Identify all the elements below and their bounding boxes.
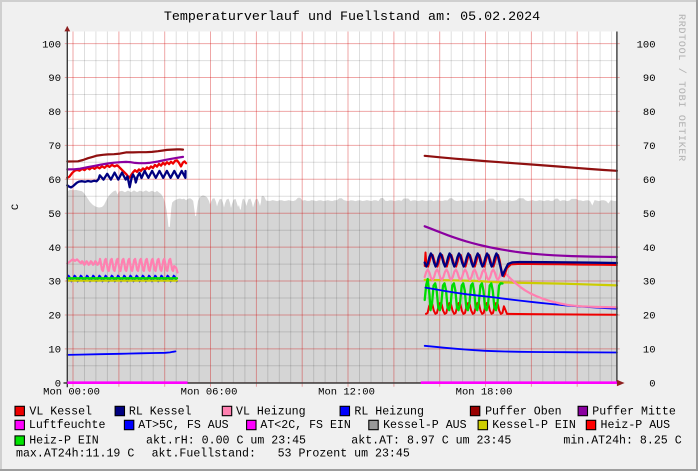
svg-text:Mon 18:00: Mon 18:00	[456, 387, 513, 399]
svg-text:Kessel-P EIN: Kessel-P EIN	[492, 419, 576, 432]
svg-text:90: 90	[643, 73, 656, 85]
svg-text:20: 20	[48, 311, 61, 323]
svg-text:Mon 06:00: Mon 06:00	[181, 387, 238, 399]
svg-text:50: 50	[48, 209, 61, 221]
svg-text:C: C	[10, 204, 22, 210]
svg-text:0: 0	[649, 379, 655, 391]
svg-text:VL Heizung: VL Heizung	[236, 405, 306, 418]
svg-text:0: 0	[55, 379, 61, 391]
svg-text:60: 60	[48, 175, 61, 187]
svg-text:40: 40	[48, 243, 61, 255]
svg-text:RRDTOOL / TOBI OETIKER: RRDTOOL / TOBI OETIKER	[675, 14, 687, 162]
svg-text:10: 10	[48, 345, 61, 357]
svg-text:40: 40	[643, 243, 656, 255]
svg-text:10: 10	[643, 345, 656, 357]
svg-text:AT<2C, FS EIN: AT<2C, FS EIN	[260, 419, 350, 432]
svg-text:Kessel-P AUS: Kessel-P AUS	[383, 419, 467, 432]
svg-text:akt.AT: 8.97 C um 23:45: akt.AT: 8.97 C um 23:45	[351, 434, 511, 447]
svg-text:Mon 00:00: Mon 00:00	[43, 387, 100, 399]
svg-text:70: 70	[643, 141, 656, 153]
svg-text:60: 60	[643, 175, 656, 187]
svg-text:Luftfeuchte: Luftfeuchte	[29, 419, 106, 432]
svg-text:30: 30	[48, 277, 61, 289]
svg-text:50: 50	[643, 209, 656, 221]
svg-text:Mon 12:00: Mon 12:00	[318, 387, 375, 399]
svg-text:80: 80	[643, 107, 656, 119]
svg-text:VL Kessel: VL Kessel	[29, 405, 92, 418]
svg-text:100: 100	[637, 39, 656, 51]
svg-text:80: 80	[48, 107, 61, 119]
svg-text:Puffer Oben: Puffer Oben	[485, 405, 562, 418]
svg-text:70: 70	[48, 141, 61, 153]
svg-text:AT>5C, FS AUS: AT>5C, FS AUS	[138, 419, 228, 432]
svg-text:Temperaturverlauf und Fuellsta: Temperaturverlauf und Fuellstand am: 05.…	[164, 10, 540, 25]
svg-text:100: 100	[42, 39, 61, 51]
svg-text:RL Kessel: RL Kessel	[129, 405, 192, 418]
svg-text:RL Heizung: RL Heizung	[354, 405, 424, 418]
svg-text:akt.Fuellstand:: akt.Fuellstand:	[152, 448, 256, 461]
svg-text:53 Prozent um 23:45: 53 Prozent um 23:45	[278, 448, 410, 461]
svg-text:akt.rH: 0.00 C um 23:45: akt.rH: 0.00 C um 23:45	[146, 434, 306, 447]
svg-text:90: 90	[48, 73, 61, 85]
svg-text:min.AT24h: 8.25 C: min.AT24h: 8.25 C	[563, 434, 681, 447]
svg-text:30: 30	[643, 277, 656, 289]
svg-text:Puffer Mitte: Puffer Mitte	[592, 405, 676, 418]
svg-text:Heiz-P EIN: Heiz-P EIN	[29, 434, 99, 447]
svg-text:20: 20	[643, 311, 656, 323]
svg-text:max.AT24h:11.19 C: max.AT24h:11.19 C	[16, 448, 134, 461]
svg-text:Heiz-P AUS: Heiz-P AUS	[601, 419, 671, 432]
